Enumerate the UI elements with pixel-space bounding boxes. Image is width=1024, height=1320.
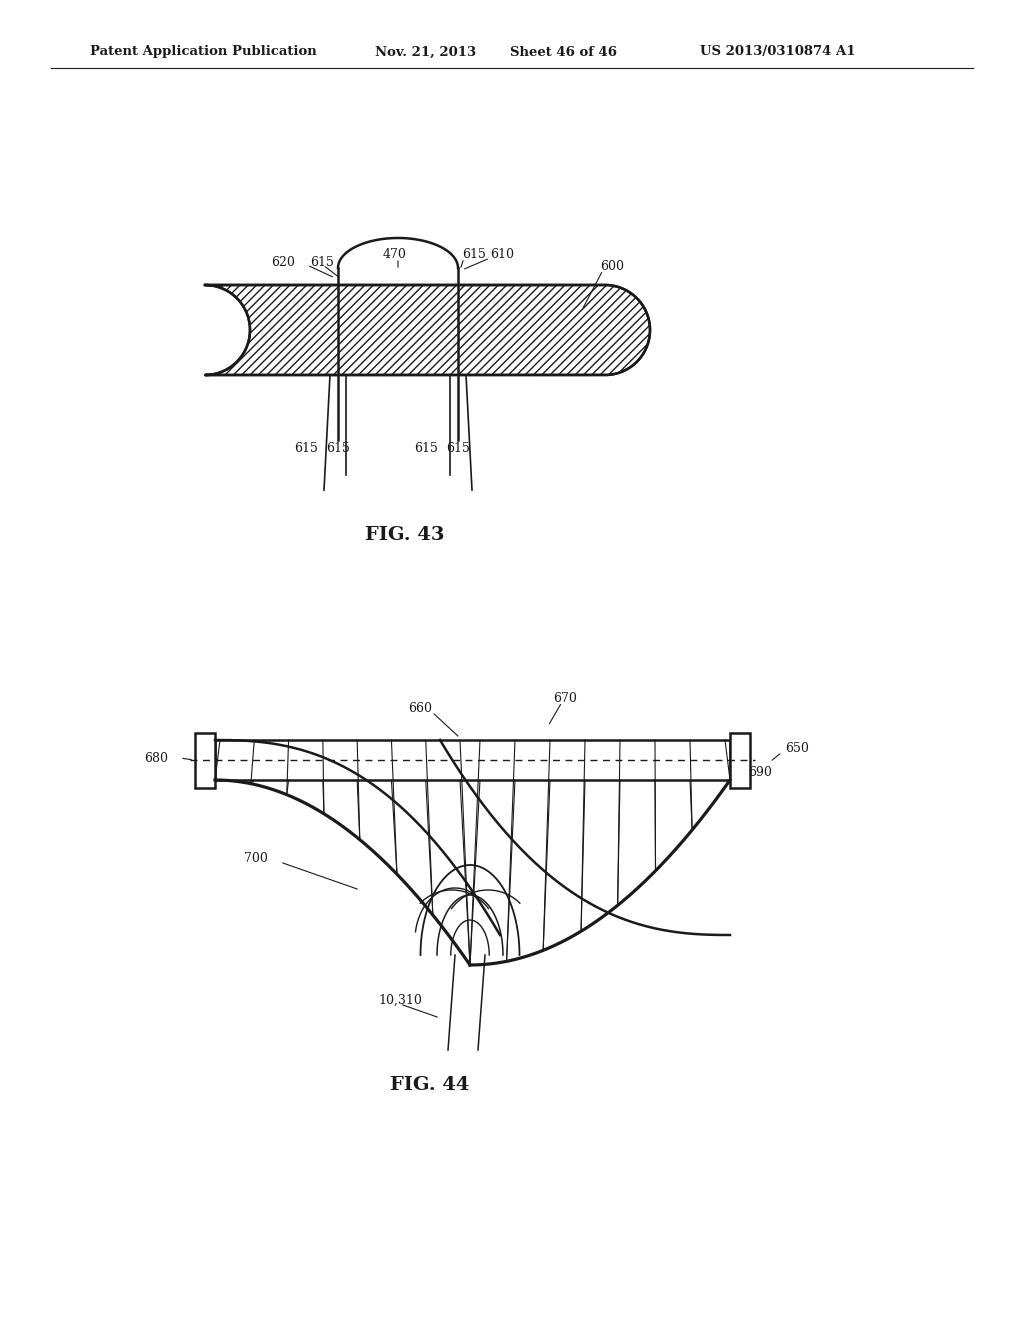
Text: 680: 680 <box>144 751 168 764</box>
Bar <box>195 733 215 788</box>
Text: 610: 610 <box>490 248 514 260</box>
Text: Sheet 46 of 46: Sheet 46 of 46 <box>510 45 617 58</box>
Bar <box>215 741 730 780</box>
Polygon shape <box>205 285 650 375</box>
Text: Nov. 21, 2013: Nov. 21, 2013 <box>375 45 476 58</box>
Text: 615: 615 <box>294 441 318 454</box>
PathPatch shape <box>205 285 650 375</box>
Text: 615: 615 <box>414 441 438 454</box>
Text: US 2013/0310874 A1: US 2013/0310874 A1 <box>700 45 855 58</box>
Text: 650: 650 <box>785 742 809 755</box>
Text: 660: 660 <box>408 701 432 714</box>
Text: Patent Application Publication: Patent Application Publication <box>90 45 316 58</box>
Text: 620: 620 <box>271 256 295 268</box>
Text: 615: 615 <box>462 248 485 260</box>
Bar <box>730 733 750 788</box>
Text: 600: 600 <box>600 260 624 272</box>
Text: 690: 690 <box>748 767 772 780</box>
Text: 700: 700 <box>244 851 268 865</box>
Text: FIG. 43: FIG. 43 <box>366 525 444 544</box>
Text: 470: 470 <box>383 248 407 260</box>
Text: 10,310: 10,310 <box>378 994 422 1006</box>
Text: 615: 615 <box>446 441 470 454</box>
Text: 670: 670 <box>553 692 577 705</box>
Text: 615: 615 <box>310 256 334 268</box>
Text: FIG. 44: FIG. 44 <box>390 1076 470 1094</box>
Text: 615: 615 <box>326 441 350 454</box>
